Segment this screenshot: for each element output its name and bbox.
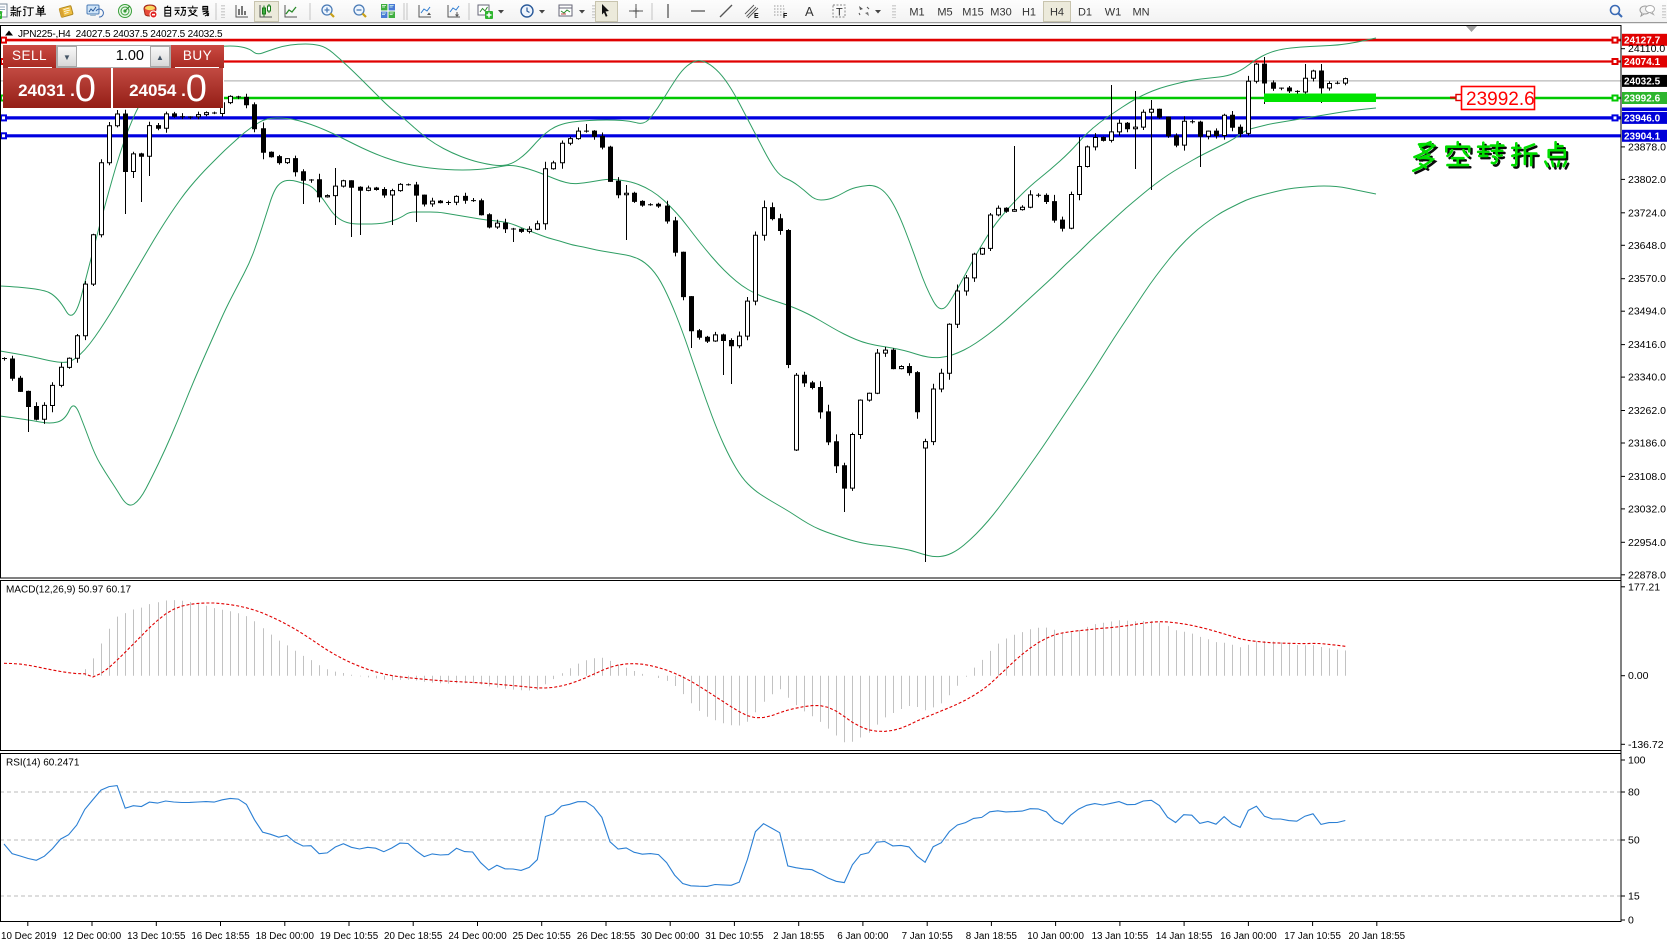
svg-text:17 Jan 10:55: 17 Jan 10:55 [1284, 931, 1341, 942]
svg-text:23186.0: 23186.0 [1628, 438, 1666, 450]
svg-text:22954.0: 22954.0 [1628, 537, 1666, 549]
svg-text:23992.6: 23992.6 [1466, 89, 1535, 110]
svg-text:2 Jan 18:55: 2 Jan 18:55 [773, 931, 825, 942]
svg-text:50: 50 [1628, 835, 1640, 847]
svg-text:D1: D1 [1078, 7, 1092, 19]
svg-text:T: T [836, 7, 843, 19]
svg-text:M5: M5 [937, 7, 952, 19]
svg-text:25 Dec 10:55: 25 Dec 10:55 [513, 931, 572, 942]
svg-text:23416.0: 23416.0 [1628, 339, 1666, 351]
svg-text:M30: M30 [990, 7, 1011, 19]
svg-text:6 Jan 00:00: 6 Jan 00:00 [837, 931, 889, 942]
svg-text:13 Jan 10:55: 13 Jan 10:55 [1092, 931, 1149, 942]
svg-text:20 Dec 18:55: 20 Dec 18:55 [384, 931, 443, 942]
svg-text:22878.0: 22878.0 [1628, 569, 1666, 581]
svg-text:23340.0: 23340.0 [1628, 372, 1666, 384]
svg-text:12 Dec 00:00: 12 Dec 00:00 [63, 931, 122, 942]
svg-text:16 Jan 00:00: 16 Jan 00:00 [1220, 931, 1277, 942]
svg-text:8 Jan 18:55: 8 Jan 18:55 [966, 931, 1018, 942]
svg-text:20 Jan 18:55: 20 Jan 18:55 [1348, 931, 1405, 942]
svg-text:23494.0: 23494.0 [1628, 306, 1666, 318]
svg-text:A: A [805, 4, 814, 19]
svg-text:23802.0: 23802.0 [1628, 174, 1666, 186]
svg-text:100: 100 [1628, 755, 1646, 767]
svg-text:0.00: 0.00 [1628, 670, 1649, 682]
svg-text:14 Jan 18:55: 14 Jan 18:55 [1156, 931, 1213, 942]
svg-text:23878.0: 23878.0 [1628, 141, 1666, 153]
svg-text:0: 0 [1628, 915, 1634, 927]
svg-text:24032.5: 24032.5 [1624, 77, 1661, 88]
svg-text:7 Jan 10:55: 7 Jan 10:55 [902, 931, 954, 942]
svg-text:H4: H4 [1050, 7, 1064, 19]
svg-text:23946.0: 23946.0 [1624, 114, 1661, 125]
svg-text:23262.0: 23262.0 [1628, 405, 1666, 417]
svg-text:M15: M15 [962, 7, 983, 19]
svg-text:RSI(14) 60.2471: RSI(14) 60.2471 [6, 758, 80, 769]
svg-text:24074.1: 24074.1 [1624, 57, 1661, 68]
svg-text:18 Dec 00:00: 18 Dec 00:00 [256, 931, 315, 942]
svg-text:15: 15 [1628, 891, 1640, 903]
svg-text:10 Jan 00:00: 10 Jan 00:00 [1027, 931, 1084, 942]
svg-text:-136.72: -136.72 [1628, 739, 1664, 751]
svg-text:26 Dec 18:55: 26 Dec 18:55 [577, 931, 636, 942]
svg-text:19 Dec 10:55: 19 Dec 10:55 [320, 931, 379, 942]
svg-text:31 Dec 10:55: 31 Dec 10:55 [705, 931, 764, 942]
svg-text:23032.0: 23032.0 [1628, 503, 1666, 515]
svg-text:E: E [754, 13, 759, 20]
svg-text:23108.0: 23108.0 [1628, 471, 1666, 483]
svg-text:177.21: 177.21 [1628, 581, 1660, 593]
svg-text:30 Dec 00:00: 30 Dec 00:00 [641, 931, 700, 942]
svg-text:23570.0: 23570.0 [1628, 273, 1666, 285]
svg-text:H1: H1 [1022, 7, 1036, 19]
svg-text:80: 80 [1628, 787, 1640, 799]
svg-text:F: F [783, 13, 788, 20]
svg-text:W1: W1 [1105, 7, 1122, 19]
svg-text:13 Dec 10:55: 13 Dec 10:55 [127, 931, 186, 942]
svg-text:23904.1: 23904.1 [1624, 131, 1661, 142]
svg-text:24127.7: 24127.7 [1624, 35, 1661, 46]
svg-text:23992.6: 23992.6 [1624, 94, 1661, 105]
svg-text:23648.0: 23648.0 [1628, 240, 1666, 252]
svg-text:JPN225-,H4 24027.5 24037.5 24: JPN225-,H4 24027.5 24037.5 24027.5 24032… [18, 29, 223, 40]
svg-text:24 Dec 00:00: 24 Dec 00:00 [448, 931, 507, 942]
svg-text:MN: MN [1132, 7, 1149, 19]
svg-text:MACD(12,26,9) 50.97 60.17: MACD(12,26,9) 50.97 60.17 [6, 585, 132, 596]
svg-text:23724.0: 23724.0 [1628, 207, 1666, 219]
svg-text:M1: M1 [909, 7, 924, 19]
svg-text:10 Dec 2019: 10 Dec 2019 [1, 931, 57, 942]
svg-text:16 Dec 18:55: 16 Dec 18:55 [191, 931, 250, 942]
svg-text:24110.0: 24110.0 [1628, 43, 1665, 55]
